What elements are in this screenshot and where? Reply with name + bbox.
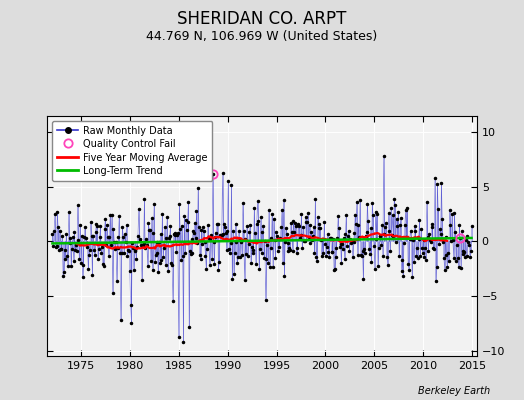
Text: SHERIDAN CO. ARPT: SHERIDAN CO. ARPT: [177, 10, 347, 28]
Text: 44.769 N, 106.969 W (United States): 44.769 N, 106.969 W (United States): [146, 30, 378, 43]
Legend: Raw Monthly Data, Quality Control Fail, Five Year Moving Average, Long-Term Tren: Raw Monthly Data, Quality Control Fail, …: [52, 121, 213, 181]
Text: Berkeley Earth: Berkeley Earth: [418, 386, 490, 396]
